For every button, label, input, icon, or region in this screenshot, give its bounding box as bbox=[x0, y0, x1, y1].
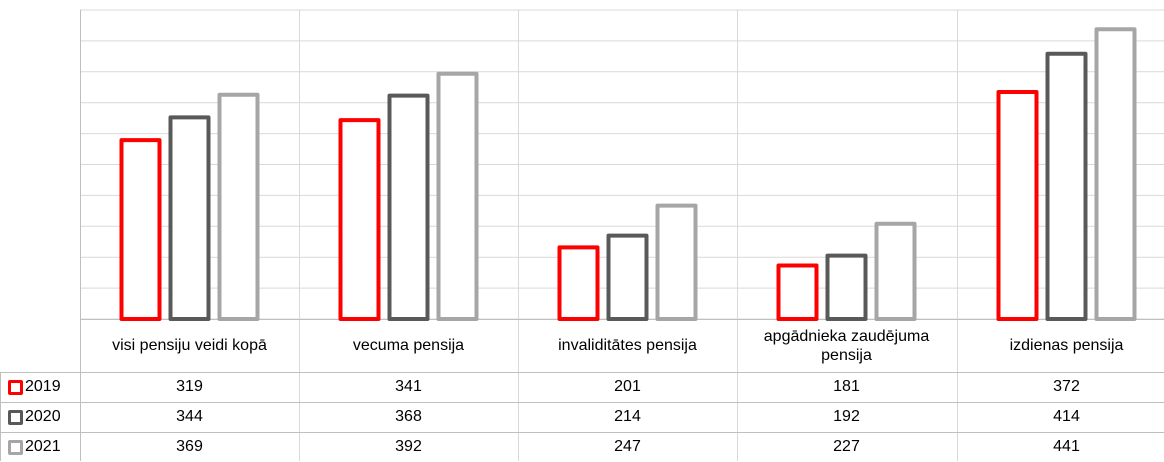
data-label: 341 bbox=[395, 378, 422, 395]
series-name: 2019 bbox=[25, 378, 61, 395]
data-label: 392 bbox=[395, 438, 422, 455]
category-label: invaliditātes pensija bbox=[558, 337, 697, 354]
category-label: apgādnieka zaudējuma pensija bbox=[763, 327, 930, 364]
bar-2019-4 bbox=[996, 89, 1039, 321]
bar-2021-3 bbox=[874, 221, 917, 322]
bar-2019-2 bbox=[557, 245, 600, 322]
legend-swatch-icon bbox=[8, 379, 23, 395]
bar-2019-3 bbox=[776, 263, 819, 322]
data-label: 201 bbox=[614, 378, 641, 395]
bar-2020-3 bbox=[825, 253, 868, 322]
legend-swatch-icon bbox=[8, 439, 23, 455]
bar-2020-2 bbox=[606, 233, 649, 321]
data-label: 247 bbox=[614, 438, 641, 455]
bar-2020-4 bbox=[1045, 51, 1088, 322]
data-label: 369 bbox=[176, 438, 203, 455]
data-label: 227 bbox=[833, 438, 860, 455]
bar-2020-0 bbox=[168, 115, 211, 322]
data-label: 414 bbox=[1053, 408, 1080, 425]
legend-key-2021: 2021 bbox=[8, 432, 78, 462]
category-label: izdienas pensija bbox=[1009, 337, 1124, 354]
bar-2021-1 bbox=[436, 71, 479, 321]
bar-2019-1 bbox=[338, 118, 381, 322]
legend-key-2020: 2020 bbox=[8, 402, 78, 432]
category-label: vecuma pensija bbox=[352, 337, 465, 354]
legend-swatch-icon bbox=[8, 409, 23, 425]
bar-2021-0 bbox=[217, 92, 260, 321]
bar-2021-2 bbox=[655, 203, 698, 321]
bar-2020-1 bbox=[387, 93, 430, 321]
data-label: 181 bbox=[833, 378, 860, 395]
category-label: visi pensiju veidi kopā bbox=[112, 337, 267, 354]
data-label: 214 bbox=[614, 408, 641, 425]
series-name: 2020 bbox=[25, 408, 61, 425]
data-label: 372 bbox=[1053, 378, 1080, 395]
bar-2019-0 bbox=[119, 138, 162, 321]
bar-2021-4 bbox=[1094, 27, 1137, 322]
data-label: 192 bbox=[833, 408, 860, 425]
data-label: 319 bbox=[176, 378, 203, 395]
legend-key-2019: 2019 bbox=[8, 372, 78, 402]
data-label: 344 bbox=[176, 408, 203, 425]
data-label: 441 bbox=[1053, 438, 1080, 455]
data-label: 368 bbox=[395, 408, 422, 425]
series-name: 2021 bbox=[25, 438, 61, 455]
